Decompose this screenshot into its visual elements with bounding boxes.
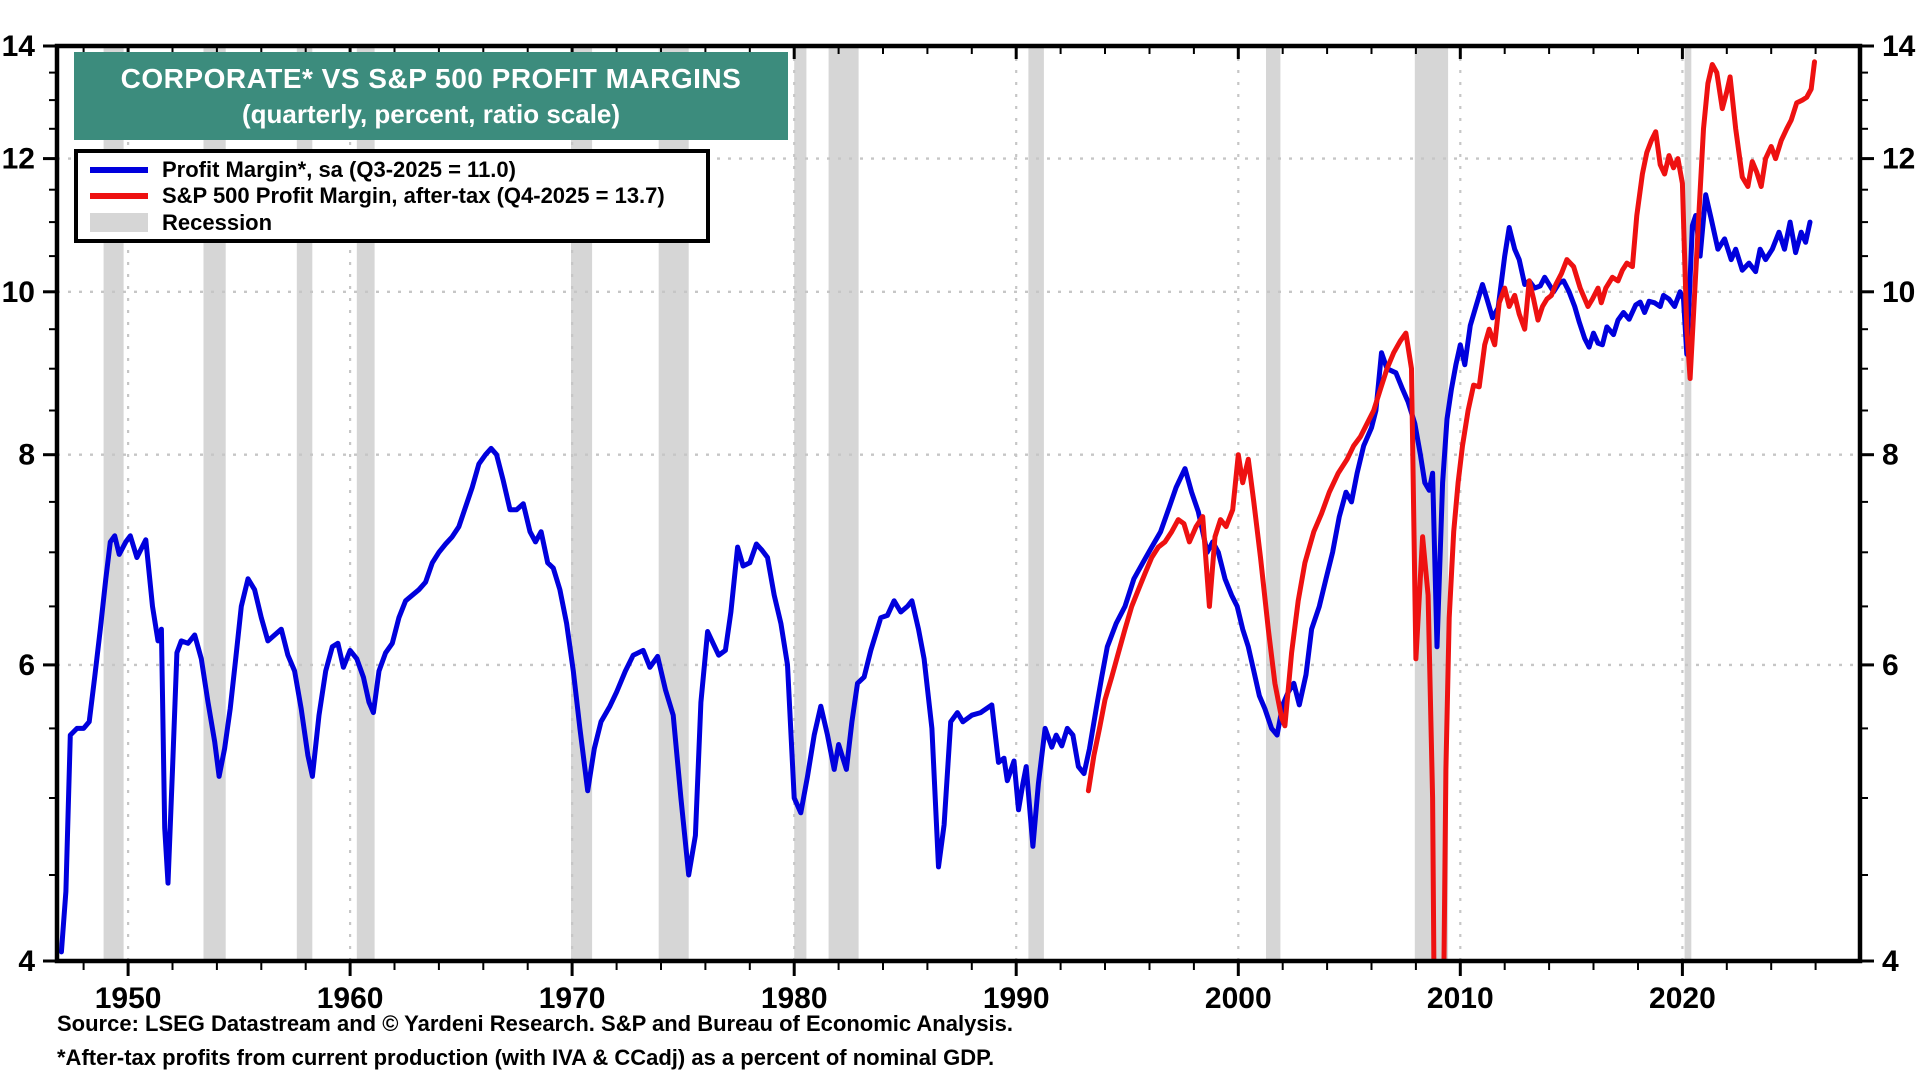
legend-label-recession: Recession — [162, 209, 273, 235]
y-axis-label-left: 8 — [18, 439, 35, 472]
y-axis-label-left: 6 — [18, 649, 35, 682]
legend-item-recession: Recession — [78, 210, 706, 236]
legend: Profit Margin*, sa (Q3-2025 = 11.0) S&P … — [74, 149, 710, 243]
sp500-margin-line — [1085, 59, 1817, 961]
blue-line-swatch — [90, 166, 148, 173]
profit-margin-line — [58, 192, 1813, 955]
x-axis-label: 1980 — [761, 982, 828, 1015]
legend-label-profit-margin: Profit Margin*, sa (Q3-2025 = 11.0) — [162, 156, 516, 182]
source-note: Source: LSEG Datastream and © Yardeni Re… — [57, 1011, 1014, 1036]
y-axis-label-right: 6 — [1882, 649, 1899, 682]
definition-note: *After-tax profits from current producti… — [57, 1045, 995, 1070]
recession-band — [356, 46, 375, 961]
recession-band — [794, 46, 807, 961]
chart-title: CORPORATE* VS S&P 500 PROFIT MARGINS — [120, 62, 742, 94]
y-axis-label-left: 12 — [2, 143, 35, 176]
y-axis-label-left: 14 — [2, 30, 36, 63]
footer: Source: LSEG Datastream and © Yardeni Re… — [57, 1007, 1013, 1075]
recession-band — [828, 46, 859, 961]
plot-frame — [54, 43, 1863, 964]
x-axis-label: 1960 — [317, 982, 384, 1015]
recession-band — [1028, 46, 1044, 961]
legend-item-profit-margin: Profit Margin*, sa (Q3-2025 = 11.0) — [78, 157, 706, 183]
red-line-swatch — [90, 193, 148, 199]
y-axis-label-right: 12 — [1882, 143, 1915, 176]
recession-band — [1684, 46, 1692, 961]
legend-item-sp500-margin: S&P 500 Profit Margin, after-tax (Q4-202… — [78, 183, 706, 209]
chart-title-box: CORPORATE* VS S&P 500 PROFIT MARGINS (qu… — [74, 52, 788, 140]
recession-band — [203, 46, 226, 961]
y-axis-label-left: 10 — [2, 276, 35, 309]
chart-subtitle: (quarterly, percent, ratio scale) — [241, 98, 621, 129]
recession-band — [296, 46, 313, 961]
x-axis-label: 1950 — [95, 982, 162, 1015]
recession-band — [1266, 46, 1281, 961]
y-axis-label-right: 4 — [1882, 945, 1899, 978]
legend-label-sp500-margin: S&P 500 Profit Margin, after-tax (Q4-202… — [162, 183, 665, 208]
recession-band — [103, 46, 124, 961]
x-axis-label: 2020 — [1649, 982, 1716, 1015]
x-axis-label: 2010 — [1427, 982, 1494, 1015]
x-axis-label: 2000 — [1205, 982, 1272, 1015]
x-axis-label: 1970 — [539, 982, 606, 1015]
y-axis-label-left: 4 — [18, 945, 35, 978]
y-axis-label-right: 10 — [1882, 276, 1915, 309]
y-axis-label-right: 8 — [1882, 439, 1899, 472]
recession-band — [571, 46, 593, 961]
y-axis-label-right: 14 — [1882, 30, 1916, 63]
x-axis-label: 1990 — [983, 982, 1050, 1015]
recession-swatch — [90, 213, 148, 232]
